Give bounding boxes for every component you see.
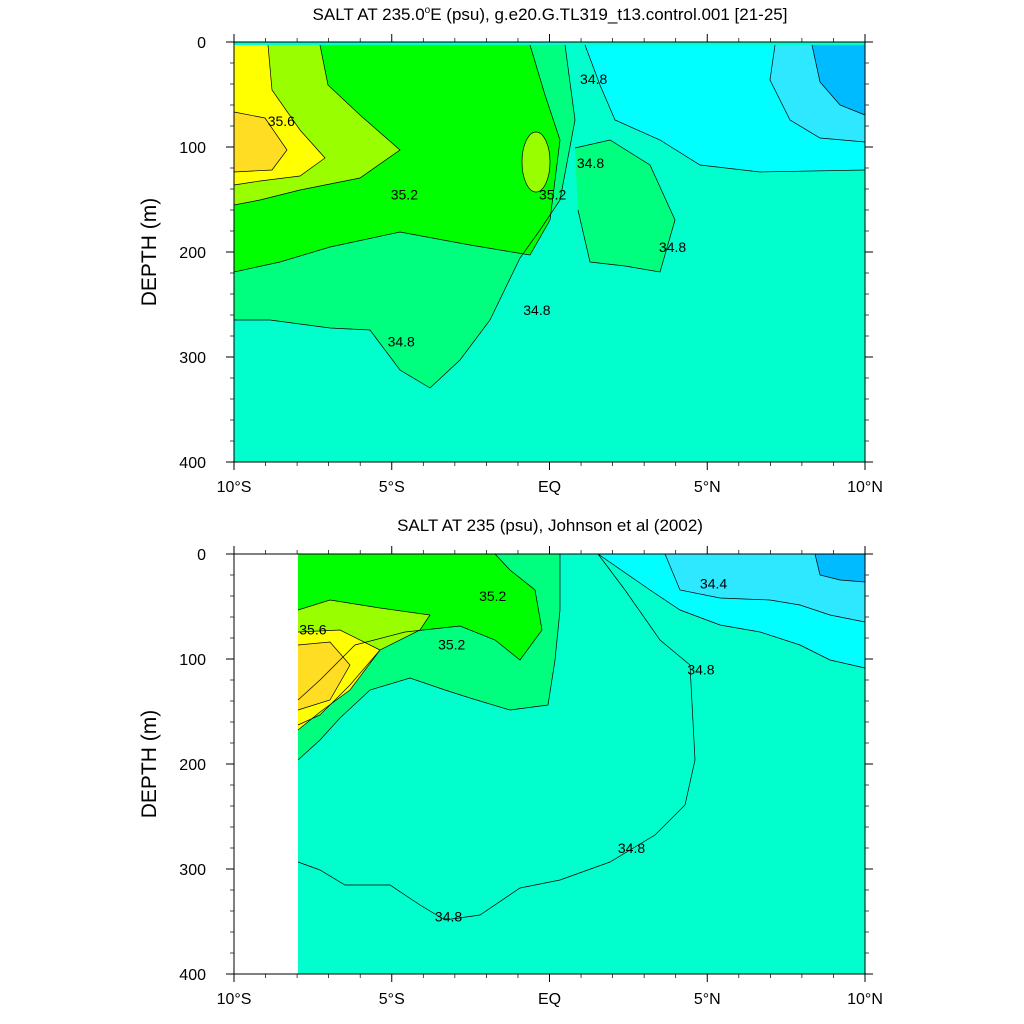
contour-line-34.6 xyxy=(597,553,866,669)
x-tick-label: 5°N xyxy=(694,991,721,1008)
contour-label: 34.8 xyxy=(523,302,550,318)
contour-label: 35.6 xyxy=(299,622,326,638)
fill-level-below-34.4 xyxy=(812,45,865,115)
chart-panel-observed: SALT AT 235 (psu), Johnson et al (2002) xyxy=(138,516,883,1008)
contour-label: 34.4 xyxy=(700,575,727,591)
y-tick-label: 400 xyxy=(179,455,206,472)
contour-label: 35.2 xyxy=(391,186,418,202)
contour-label: 35.2 xyxy=(438,636,465,652)
y-tick-label: 400 xyxy=(179,967,206,984)
y-tick-label: 200 xyxy=(179,757,206,774)
x-tick-label: 10°N xyxy=(847,479,883,496)
contour-line-35.4 xyxy=(233,44,401,206)
contour-line-34.8-east xyxy=(574,139,676,273)
contour-lines-observed xyxy=(297,553,866,921)
chart-title-model: SALT AT 235.0oE (psu), g.e20.G.TL319_t13… xyxy=(313,5,788,24)
axes-observed: DEPTH (m) 0 100 200 300 400 10°S 5°S EQ 5°N 10°N xyxy=(138,546,883,1008)
contour-fills-model xyxy=(234,42,865,462)
contour-label: 34.8 xyxy=(618,840,645,856)
y-tick-label: 100 xyxy=(179,140,206,157)
y-tick-label: 200 xyxy=(179,245,206,262)
contour-line-35.4 xyxy=(297,553,543,701)
contour-line-35.2 xyxy=(297,554,561,761)
contour-line-34.4 xyxy=(769,44,866,143)
y-axis-title-observed: DEPTH (m) xyxy=(138,710,161,819)
fill-level-34.4-34.6 xyxy=(665,554,865,622)
fill-level-above-35.8 xyxy=(234,112,287,172)
contour-fills-observed xyxy=(298,554,865,974)
contour-line-35.8 xyxy=(297,629,381,731)
x-tick-label: EQ xyxy=(538,479,561,496)
contour-line-34.6 xyxy=(584,44,866,173)
contour-line-35.2 xyxy=(233,44,561,273)
contour-label: 35.2 xyxy=(479,588,506,604)
contour-line-35.4-patch xyxy=(521,131,551,193)
contour-lines-model xyxy=(233,44,866,389)
contour-line-34.4 xyxy=(664,553,866,623)
fill-level-34.8-35.0-main xyxy=(298,554,695,920)
contour-line-36.0 xyxy=(297,641,351,711)
x-ticks-model: 10°S 5°S EQ 5°N 10°N xyxy=(217,34,883,496)
x-tick-label: 5°S xyxy=(379,991,405,1008)
y-tick-label: 300 xyxy=(179,350,206,367)
contour-line-34.2 xyxy=(814,553,866,583)
contour-line-35.8 xyxy=(233,111,288,173)
y-tick-label: 100 xyxy=(179,652,206,669)
contour-label: 35.2 xyxy=(539,186,566,202)
y-ticks-observed: 0 100 200 300 400 xyxy=(179,547,873,984)
contour-label: 35.6 xyxy=(268,113,295,129)
fill-level-below-34.4 xyxy=(815,554,865,582)
x-tick-label: 5°S xyxy=(379,479,405,496)
y-axis-title-model: DEPTH (m) xyxy=(138,198,161,307)
axes-model: DEPTH (m) 0 100 200 300 400 10°S 5°S EQ 5°N 10°N xyxy=(138,34,883,496)
contour-line-34.8-deep xyxy=(297,553,696,921)
contour-label: 34.8 xyxy=(577,155,604,171)
x-tick-label: 10°N xyxy=(847,991,883,1008)
contour-line-35.6 xyxy=(233,44,326,186)
chart-title-observed: SALT AT 235 (psu), Johnson et al (2002) xyxy=(397,516,703,535)
contour-label: 34.8 xyxy=(687,662,714,678)
contour-labels-model: 35.6 35.2 35.2 34.8 34.8 34.8 34.8 34.8 xyxy=(268,71,687,350)
y-tick-label: 0 xyxy=(197,35,206,52)
contour-line-34.8-deep xyxy=(234,44,576,389)
x-tick-label: 10°S xyxy=(217,991,252,1008)
contour-label: 34.8 xyxy=(659,239,686,255)
y-tick-label: 0 xyxy=(197,547,206,564)
contour-label: 34.8 xyxy=(388,333,415,349)
contour-label: 34.8 xyxy=(435,908,462,924)
x-tick-label: 5°N xyxy=(694,479,721,496)
fill-level-35.0-35.2-east xyxy=(575,140,675,272)
contour-label: 34.8 xyxy=(580,71,607,87)
contour-labels-observed: 35.6 35.2 35.2 34.4 34.8 34.8 34.8 xyxy=(299,575,727,924)
x-tick-label: EQ xyxy=(538,991,561,1008)
x-tick-label: 10°S xyxy=(217,479,252,496)
contour-line-34.2 xyxy=(811,44,866,116)
x-ticks-observed: 10°S 5°S EQ 5°N 10°N xyxy=(217,546,883,1008)
y-ticks-model: 0 100 200 300 400 xyxy=(179,35,873,472)
chart-panel-model: SALT AT 235.0oE (psu), g.e20.G.TL319_t13… xyxy=(138,5,883,496)
fill-level-35.4-35.6-patch xyxy=(522,132,550,192)
y-tick-label: 300 xyxy=(179,862,206,879)
